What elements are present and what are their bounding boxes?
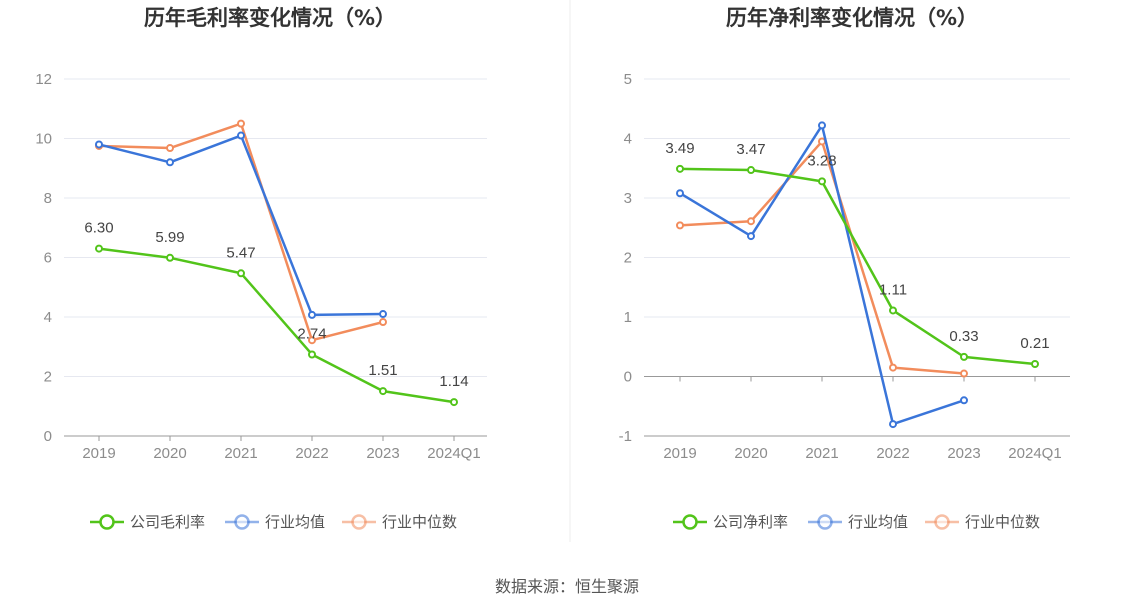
- data-label: 5.99: [155, 229, 184, 246]
- data-point-company[interactable]: [747, 166, 755, 175]
- x-tick-label: 2019: [82, 445, 115, 462]
- data-point-industry-median[interactable]: [308, 336, 316, 345]
- data-point-company[interactable]: [237, 269, 245, 278]
- legend-label: 行业中位数: [382, 513, 457, 531]
- data-point-industry-median[interactable]: [379, 318, 387, 327]
- data-point-company[interactable]: [889, 306, 897, 315]
- data-point-industry-avg[interactable]: [95, 140, 103, 149]
- y-tick-label: 4: [624, 131, 632, 148]
- x-tick-label: 2020: [153, 445, 186, 462]
- legend-item-industry-median[interactable]: 行业中位数: [342, 513, 457, 531]
- data-label: 1.51: [368, 362, 397, 379]
- data-point-industry-avg[interactable]: [889, 420, 897, 429]
- x-tick-label: 2019: [663, 445, 696, 462]
- data-point-industry-median[interactable]: [237, 119, 245, 128]
- legend-label: 行业均值: [848, 513, 908, 531]
- net-margin-plot: -1 0 1 2 3 4 5 2019 2020 2021 2022 2023 2024Q1 3.49 3.…: [619, 71, 1070, 462]
- data-source-note: 数据来源：恒生聚源: [495, 577, 639, 596]
- data-point-industry-avg[interactable]: [379, 310, 387, 319]
- legend-item-industry-avg[interactable]: 行业均值: [808, 513, 908, 531]
- y-tick-label: 3: [624, 190, 632, 207]
- y-tick-label: 0: [44, 428, 52, 445]
- net-margin-legend: 公司净利率 行业均值 行业中位数: [673, 513, 1040, 531]
- gross-margin-title: 历年毛利率变化情况（%）: [144, 6, 396, 30]
- legend-marker-icon: [934, 514, 950, 530]
- y-tick-label: 5: [624, 71, 632, 88]
- data-point-company[interactable]: [1031, 360, 1039, 369]
- y-tick-label: 6: [44, 250, 52, 267]
- x-tick-label: 2024Q1: [1008, 445, 1061, 462]
- series-line-company: [679, 167, 1036, 366]
- data-point-industry-avg[interactable]: [166, 158, 174, 167]
- series-line-industry-avg: [98, 134, 384, 317]
- data-point-industry-avg[interactable]: [747, 232, 755, 241]
- legend-marker-icon: [682, 514, 698, 530]
- x-tick-label: 2023: [366, 445, 399, 462]
- data-label: 0.21: [1020, 335, 1049, 352]
- data-point-industry-median[interactable]: [166, 144, 174, 153]
- data-point-company[interactable]: [676, 164, 684, 173]
- y-tick-label: 2: [624, 250, 632, 267]
- data-point-company[interactable]: [379, 387, 387, 396]
- data-label: 3.49: [665, 140, 694, 157]
- y-tick-label: 8: [44, 190, 52, 207]
- data-point-industry-avg[interactable]: [237, 131, 245, 140]
- data-point-company[interactable]: [308, 350, 316, 359]
- gross-margin-plot: 0 2 4 6 8 10 12 2019 2020 2021 2022 2023 2024Q1 6.30 5…: [35, 71, 487, 462]
- data-point-company[interactable]: [166, 253, 174, 262]
- data-point-industry-median[interactable]: [747, 217, 755, 226]
- data-point-company[interactable]: [95, 244, 103, 253]
- legend-item-industry-median[interactable]: 行业中位数: [925, 513, 1040, 531]
- x-tick-label: 2024Q1: [427, 445, 480, 462]
- x-tick-label: 2022: [295, 445, 328, 462]
- data-point-industry-avg[interactable]: [960, 396, 968, 405]
- legend-marker-icon: [817, 514, 833, 530]
- data-label: 1.11: [879, 281, 907, 298]
- legend-marker-icon: [234, 514, 250, 530]
- legend-marker-icon: [99, 514, 115, 530]
- y-tick-label: 1: [624, 309, 632, 326]
- data-point-industry-avg[interactable]: [676, 189, 684, 198]
- y-tick-label: -1: [619, 428, 632, 445]
- y-tick-label: 0: [624, 369, 632, 386]
- x-tick-label: 2021: [224, 445, 257, 462]
- data-label: 3.28: [807, 152, 836, 169]
- data-point-company[interactable]: [818, 177, 826, 186]
- data-label: 3.47: [736, 141, 765, 158]
- data-point-industry-avg[interactable]: [818, 121, 826, 130]
- data-label: 1.14: [439, 373, 468, 390]
- y-tick-label: 10: [35, 131, 52, 148]
- legend-label: 公司净利率: [713, 513, 788, 531]
- x-tick-label: 2022: [876, 445, 909, 462]
- legend-label: 公司毛利率: [130, 513, 205, 531]
- legend-label: 行业中位数: [965, 513, 1040, 531]
- x-tick-label: 2020: [734, 445, 767, 462]
- legend-label: 行业均值: [265, 513, 325, 531]
- data-point-company[interactable]: [450, 398, 458, 407]
- legend-item-industry-avg[interactable]: 行业均值: [225, 513, 325, 531]
- y-tick-label: 2: [44, 369, 52, 386]
- data-point-industry-median[interactable]: [889, 363, 897, 372]
- data-point-industry-avg[interactable]: [308, 310, 316, 319]
- data-point-industry-median[interactable]: [676, 221, 684, 230]
- net-margin-title: 历年净利率变化情况（%）: [726, 6, 978, 30]
- data-label: 6.30: [84, 220, 113, 237]
- y-tick-label: 12: [35, 71, 52, 88]
- data-label: 2.74: [297, 325, 326, 342]
- data-point-industry-median[interactable]: [960, 369, 968, 378]
- y-tick-label: 4: [44, 309, 52, 326]
- data-label: 5.47: [226, 244, 255, 261]
- data-point-company[interactable]: [960, 352, 968, 361]
- x-tick-label: 2021: [805, 445, 838, 462]
- legend-item-company[interactable]: 公司净利率: [673, 513, 788, 531]
- gross-margin-legend: 公司毛利率 行业均值 行业中位数: [90, 513, 457, 531]
- legend-item-company[interactable]: 公司毛利率: [90, 513, 205, 531]
- data-label: 0.33: [949, 328, 978, 345]
- x-tick-label: 2023: [947, 445, 980, 462]
- series-line-company: [98, 247, 455, 404]
- legend-marker-icon: [351, 514, 367, 530]
